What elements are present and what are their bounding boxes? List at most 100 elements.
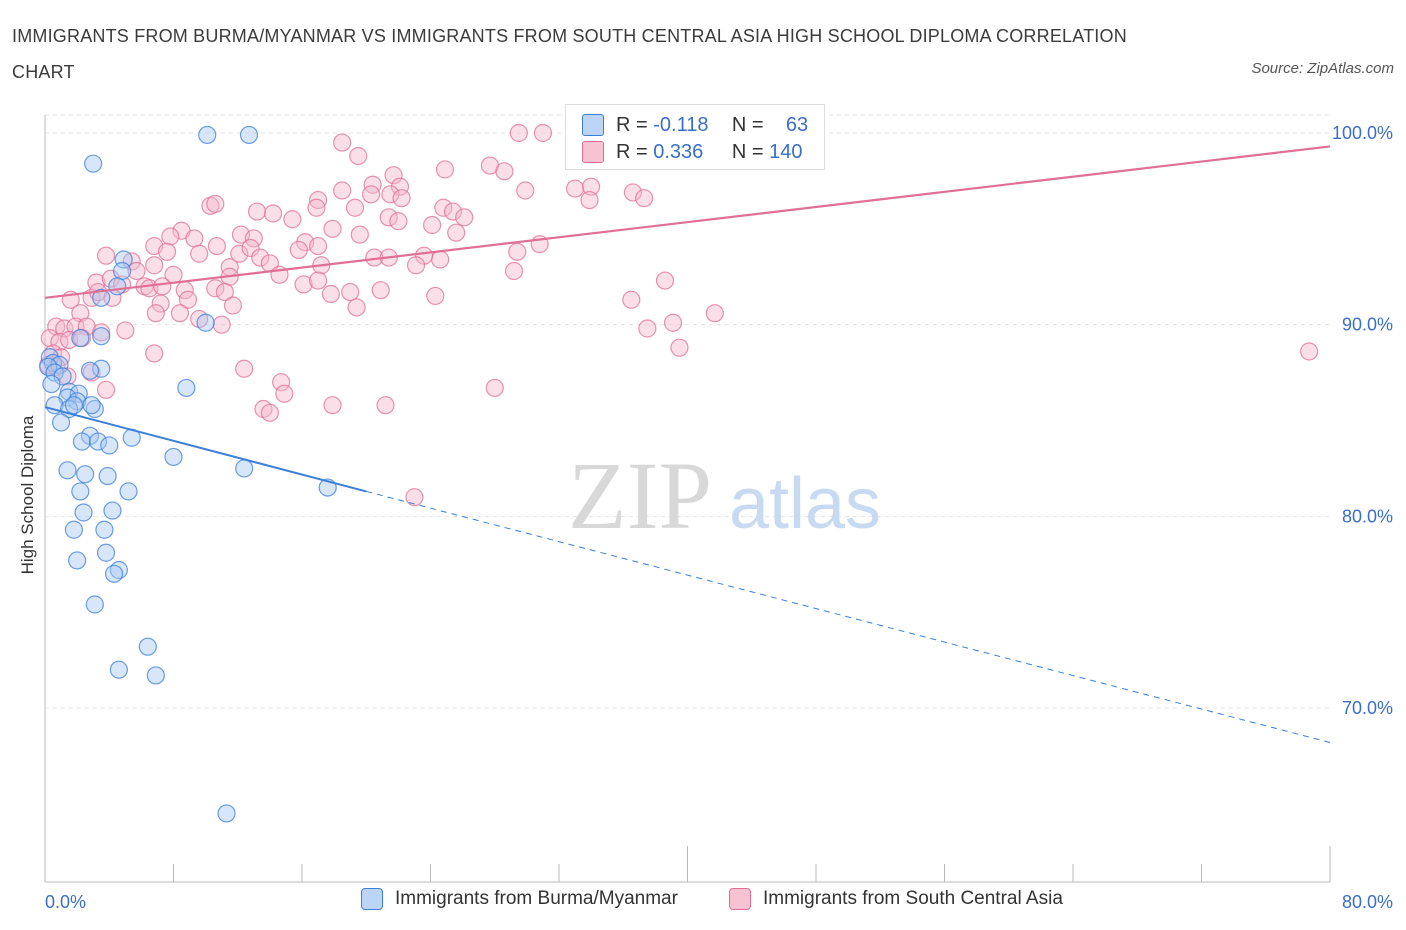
data-point	[495, 162, 514, 181]
data-point	[283, 210, 302, 229]
data-point	[239, 125, 259, 145]
data-point	[655, 271, 675, 290]
data-point	[64, 396, 84, 415]
data-point	[638, 319, 657, 338]
legend-label-burma: Immigrants from Burma/Myanmar	[395, 888, 678, 909]
data-point	[272, 373, 291, 392]
data-point	[504, 261, 524, 281]
data-point	[263, 204, 283, 223]
data-point	[80, 361, 100, 380]
data-point	[485, 378, 504, 398]
data-point	[40, 328, 59, 348]
data-point	[1300, 342, 1319, 361]
data-point	[92, 323, 111, 342]
data-point	[390, 177, 410, 196]
data-point	[431, 250, 450, 269]
data-point	[333, 181, 352, 200]
data-point	[198, 125, 217, 145]
stats-n-value: 63	[785, 113, 809, 136]
data-point	[95, 520, 114, 539]
stats-r-value: -0.118	[653, 113, 709, 136]
data-point	[96, 380, 116, 399]
gridlines	[45, 114, 1330, 709]
data-point	[85, 595, 104, 614]
data-point	[434, 198, 453, 217]
trend-line-burma-extension	[366, 490, 1331, 743]
data-point	[247, 202, 267, 221]
data-point	[426, 286, 445, 306]
data-point	[405, 488, 424, 507]
data-point	[92, 288, 111, 307]
stats-n-value: 140	[769, 140, 803, 163]
data-point	[308, 236, 328, 256]
data-point	[379, 208, 398, 227]
data-point	[71, 328, 90, 348]
data-point	[406, 256, 426, 275]
data-point	[212, 315, 231, 334]
axes	[44, 115, 1331, 883]
data-point	[516, 181, 535, 200]
data-point	[361, 185, 381, 204]
data-point	[68, 551, 87, 570]
data-point	[622, 290, 641, 309]
watermark-zip: ZIP	[568, 442, 712, 549]
data-point	[349, 146, 368, 166]
data-point	[251, 248, 270, 267]
data-point	[114, 250, 133, 269]
stats-r-value: 0.336	[653, 140, 704, 163]
bottom-legend: Immigrants from Burma/Myanmar Immigrants…	[0, 888, 1406, 916]
data-point	[112, 261, 132, 281]
data-point	[206, 279, 225, 298]
data-point	[509, 123, 528, 143]
data-point	[371, 281, 390, 300]
data-point	[103, 501, 122, 520]
data-point	[230, 244, 249, 263]
data-point	[321, 284, 341, 304]
legend-swatch-pink	[729, 888, 751, 910]
legend-label-south-central-asia: Immigrants from South Central Asia	[763, 888, 1063, 909]
data-point	[333, 133, 352, 152]
stats-r-label: R =	[616, 113, 648, 136]
data-point	[164, 447, 183, 467]
data-point	[82, 396, 101, 415]
data-point	[51, 413, 71, 432]
data-point	[289, 240, 308, 260]
data-point	[384, 166, 403, 185]
data-point	[663, 313, 683, 332]
series-south-central-asia	[39, 123, 1319, 507]
data-point	[623, 183, 642, 202]
data-point	[376, 396, 395, 415]
data-point	[508, 242, 527, 261]
data-point	[96, 246, 116, 265]
data-point	[580, 190, 599, 210]
data-point	[96, 543, 116, 562]
data-point	[582, 177, 601, 196]
stats-r-label: R =	[616, 140, 648, 163]
data-point	[705, 304, 724, 323]
data-point	[206, 194, 225, 214]
trend-line-south-central-asia	[44, 145, 1331, 299]
data-point	[670, 338, 689, 357]
data-point	[108, 277, 127, 296]
chart-title: IMMIGRANTS FROM BURMA/MYANMAR VS IMMIGRA…	[12, 26, 1127, 82]
data-point	[116, 321, 135, 340]
legend-item-burma[interactable]: Immigrants from Burma/Myanmar	[361, 888, 678, 910]
data-point	[58, 461, 77, 480]
tick-labels: 100.0% 90.0% 80.0% 70.0% 0.0% 80.0%	[45, 123, 1393, 912]
data-point	[98, 466, 117, 486]
data-point	[323, 396, 342, 415]
data-point	[42, 374, 61, 394]
stats-n-label: N =	[731, 140, 764, 163]
data-point	[170, 304, 190, 323]
data-point	[223, 296, 243, 315]
watermark-atlas: atlas	[729, 464, 881, 544]
data-point	[88, 432, 108, 451]
stats-legend: R = -0.118 N = 63 R = 0.336 N = 140	[565, 104, 825, 170]
data-point	[153, 277, 172, 296]
data-point	[157, 242, 177, 261]
data-point	[185, 229, 204, 248]
data-point	[447, 223, 466, 242]
legend-item-south-central-asia[interactable]: Immigrants from South Central Asia	[729, 888, 1063, 910]
data-point	[235, 459, 254, 478]
data-point	[151, 294, 170, 313]
